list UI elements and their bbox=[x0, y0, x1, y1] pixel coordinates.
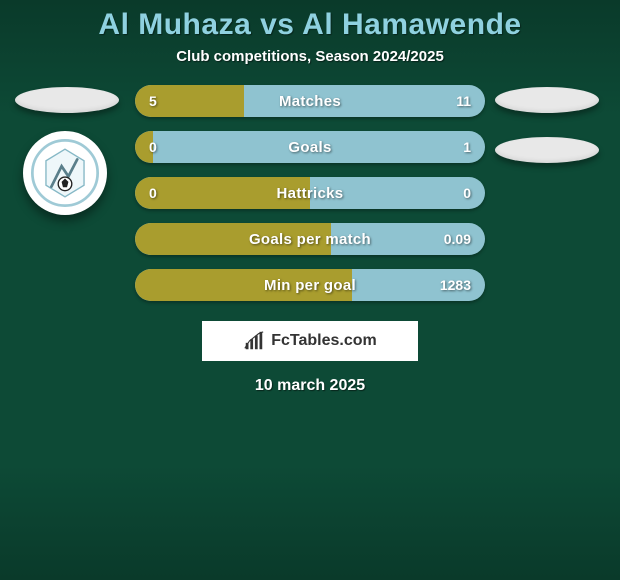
stat-label: Goals bbox=[135, 131, 485, 163]
stat-value-right: 0.09 bbox=[444, 223, 471, 255]
team-left-badge-oval bbox=[15, 87, 119, 113]
team-right-badge-oval-2 bbox=[495, 137, 599, 163]
chart-icon bbox=[243, 330, 265, 352]
stat-row: Goals per match 0.09 bbox=[135, 223, 485, 255]
page-title: Al Muhaza vs Al Hamawende bbox=[10, 8, 610, 42]
stat-row: Min per goal 1283 bbox=[135, 269, 485, 301]
stat-label: Hattricks bbox=[135, 177, 485, 209]
stat-value-right: 1283 bbox=[440, 269, 471, 301]
stat-label: Matches bbox=[135, 85, 485, 117]
stat-row: 5 Matches 11 bbox=[135, 85, 485, 117]
stat-label: Min per goal bbox=[135, 269, 485, 301]
comparison-row: 5 Matches 11 0 Goals 1 0 Hattricks 0 bbox=[10, 85, 610, 301]
stat-label: Goals per match bbox=[135, 223, 485, 255]
team-left-col bbox=[15, 85, 125, 215]
subtitle: Club competitions, Season 2024/2025 bbox=[10, 48, 610, 65]
team-right-col bbox=[495, 85, 605, 163]
watermark-text: FcTables.com bbox=[271, 332, 377, 350]
watermark: FcTables.com bbox=[202, 321, 418, 361]
stat-value-right: 0 bbox=[463, 177, 471, 209]
stat-row: 0 Hattricks 0 bbox=[135, 177, 485, 209]
stat-row: 0 Goals 1 bbox=[135, 131, 485, 163]
team-left-crest-icon bbox=[31, 139, 99, 207]
stats-bars: 5 Matches 11 0 Goals 1 0 Hattricks 0 bbox=[135, 85, 485, 301]
team-left-badge-circle bbox=[23, 131, 107, 215]
root: Al Muhaza vs Al Hamawende Club competiti… bbox=[0, 0, 620, 403]
stat-value-right: 11 bbox=[456, 85, 471, 117]
team-right-badge-oval-1 bbox=[495, 87, 599, 113]
stat-value-right: 1 bbox=[463, 131, 471, 163]
date-line: 10 march 2025 bbox=[10, 377, 610, 395]
